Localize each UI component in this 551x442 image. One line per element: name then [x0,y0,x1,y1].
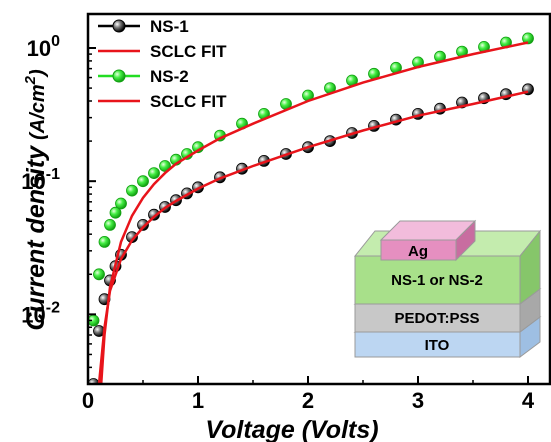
series-2-point [522,32,534,45]
ito-layer [354,331,521,358]
ag-layer [380,239,457,261]
y-axis-title-main: Current density [22,145,50,331]
y-axis-title: Current density (A/cm2) [22,69,50,331]
series-0-point [137,218,149,231]
ticks-layer: 0 1 2 3 4 100 10-1 10-2 [21,33,535,413]
ns-label: NS-1 or NS-2 [391,272,483,289]
x-tick-label: 3 [412,388,424,413]
ns-layer [354,255,521,305]
y-axis-title-unit-close: ) [27,69,49,78]
legend-label-ns1: NS-1 [150,17,189,36]
series-0-point [88,378,100,384]
ag-label: Ag [408,243,428,260]
series-0-point [148,208,160,221]
series-2-point [104,218,116,231]
y-tick-label: 10-2 [21,299,60,327]
x-tick-label: 0 [82,388,94,413]
y-axis-title-unit-exp: 2 [22,75,39,85]
series-1-line [97,90,529,384]
legend-label-fit2: SCLC FIT [150,92,227,111]
series-layer [88,32,534,384]
legend: NS-1 SCLC FIT NS-2 SCLC FIT [98,17,227,111]
legend-marker-ns2 [112,69,126,83]
device-stack-inset: ITO PEDOT:PSS NS-1 or NS-2 Ag [353,219,542,358]
series-3-line [99,41,529,384]
legend-label-fit1: SCLC FIT [150,42,227,61]
x-axis-title: Voltage (Volts) [205,416,378,442]
legend-label-ns2: NS-2 [150,67,189,86]
x-tick-label: 2 [302,388,314,413]
series-2-point [98,235,111,248]
series-2-point [126,184,138,197]
series-2-point [148,167,160,180]
series-2-point [93,268,105,281]
y-tick-label: 10-1 [21,166,60,194]
pedot-layer [354,303,521,333]
x-tick-label: 4 [522,388,535,413]
pedot-label: PEDOT:PSS [394,310,479,327]
ito-label: ITO [425,337,450,354]
plot-frame [86,12,551,386]
series-2-point [115,197,127,210]
y-tick-label: 100 [27,33,60,61]
legend-marker-ns1 [112,19,126,33]
x-tick-label: 1 [192,388,204,413]
y-axis-title-unit: (A/cm [27,84,49,140]
series-2-point [137,175,149,188]
series-2-point [109,206,122,219]
